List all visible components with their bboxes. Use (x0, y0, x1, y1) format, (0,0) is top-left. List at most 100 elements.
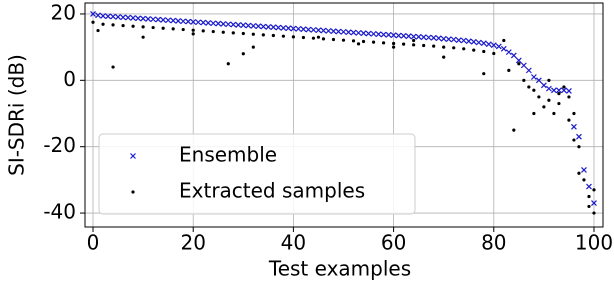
sample-point (507, 68, 511, 72)
sample-point (151, 25, 155, 30)
ensemble-marker (175, 17, 182, 24)
sample-point (542, 105, 546, 109)
sample-point (101, 22, 105, 26)
ensemble-marker (365, 30, 372, 37)
sample-point (572, 138, 576, 142)
ensemble-marker (470, 38, 477, 45)
ensemble-marker (320, 27, 327, 34)
sample-point (171, 27, 175, 31)
sample-point (577, 145, 581, 149)
sample-point (472, 48, 476, 52)
ensemble-marker (145, 16, 152, 22)
sample-point (291, 35, 296, 39)
legend-marker (130, 153, 136, 159)
sample-point (241, 31, 245, 36)
x-tick-label: 80 (481, 231, 506, 255)
sample-point (532, 88, 536, 92)
ensemble-marker (535, 77, 542, 84)
sample-point (492, 51, 496, 56)
ensemble-marker (235, 21, 242, 28)
y-axis-label: SI-SDRi (dB) (5, 54, 29, 176)
ensemble-marker (475, 39, 482, 46)
ensemble-marker (220, 20, 227, 27)
ensemble-marker (581, 166, 587, 173)
ensemble-marker (205, 19, 212, 26)
ensemble-marker (455, 37, 462, 44)
sample-point (141, 35, 145, 39)
ensemble-marker (350, 29, 357, 36)
sample-point (537, 95, 541, 99)
ensemble-marker (290, 25, 297, 32)
x-tick-label: 40 (281, 231, 306, 255)
sample-point (592, 188, 596, 192)
ensemble-marker (425, 34, 432, 41)
ensemble-marker (300, 26, 307, 33)
ensemble-marker (100, 13, 106, 19)
sample-point (251, 32, 255, 36)
y-tick-label: 0 (63, 67, 76, 91)
ensemble-marker (210, 20, 217, 27)
ensemble-marker (380, 31, 387, 38)
sample-point (301, 35, 306, 40)
ensemble-marker (495, 43, 502, 50)
ensemble-marker (120, 14, 126, 21)
sample-point (547, 98, 551, 102)
sample-point (381, 41, 386, 45)
sample-point (311, 36, 316, 40)
ensemble-marker (505, 49, 512, 56)
ensemble-marker (420, 34, 427, 41)
ensemble-marker (230, 21, 237, 28)
ensemble-marker (245, 22, 252, 29)
ensemble-marker (140, 15, 147, 22)
ensemble-marker (390, 32, 397, 39)
sample-point (96, 28, 100, 33)
sample-point (567, 118, 571, 122)
sample-point (261, 33, 265, 37)
ensemble-marker (330, 28, 337, 35)
ensemble-marker (325, 27, 332, 34)
sample-point (402, 42, 406, 46)
ensemble-marker (500, 45, 507, 52)
ensemble-marker (285, 25, 292, 32)
ensemble-marker (335, 28, 342, 35)
ensemble-marker (520, 62, 527, 69)
sample-point (522, 78, 526, 82)
ensemble-marker (270, 24, 277, 31)
ensemble-marker (566, 88, 572, 94)
ensemble-marker (215, 20, 222, 27)
sample-point (532, 111, 536, 116)
ensemble-marker (561, 87, 567, 94)
ensemble-marker (340, 28, 347, 35)
sample-point (577, 171, 581, 175)
x-tick-label: 0 (87, 231, 100, 255)
sample-point (587, 194, 591, 199)
ensemble-marker (165, 17, 172, 24)
ensemble-marker (240, 22, 247, 29)
sample-point (502, 38, 506, 43)
legend-box (98, 133, 416, 215)
sample-point (231, 31, 235, 35)
ensemble-marker (105, 13, 111, 20)
ensemble-marker (370, 30, 377, 37)
sample-point (412, 43, 416, 47)
sample-point (391, 45, 396, 49)
sample-point (592, 211, 596, 215)
ensemble-marker (540, 82, 547, 89)
x-tick-label: 60 (381, 231, 406, 255)
ensemble-marker (571, 123, 577, 130)
sample-point (567, 95, 571, 99)
sample-point (356, 42, 361, 46)
legend-label: Extracted samples (179, 179, 365, 203)
sample-point (331, 37, 336, 42)
ensemble-marker (490, 42, 497, 49)
ensemble-marker (275, 24, 282, 31)
x-tick-label: 20 (180, 231, 205, 255)
ensemble-marker (405, 33, 412, 40)
ensemble-marker (515, 57, 522, 64)
sample-point (121, 23, 125, 28)
y-tick-label: 20 (51, 0, 76, 24)
ensemble-marker (295, 25, 302, 32)
ensemble-marker (355, 29, 362, 36)
ensemble-marker (385, 31, 392, 38)
